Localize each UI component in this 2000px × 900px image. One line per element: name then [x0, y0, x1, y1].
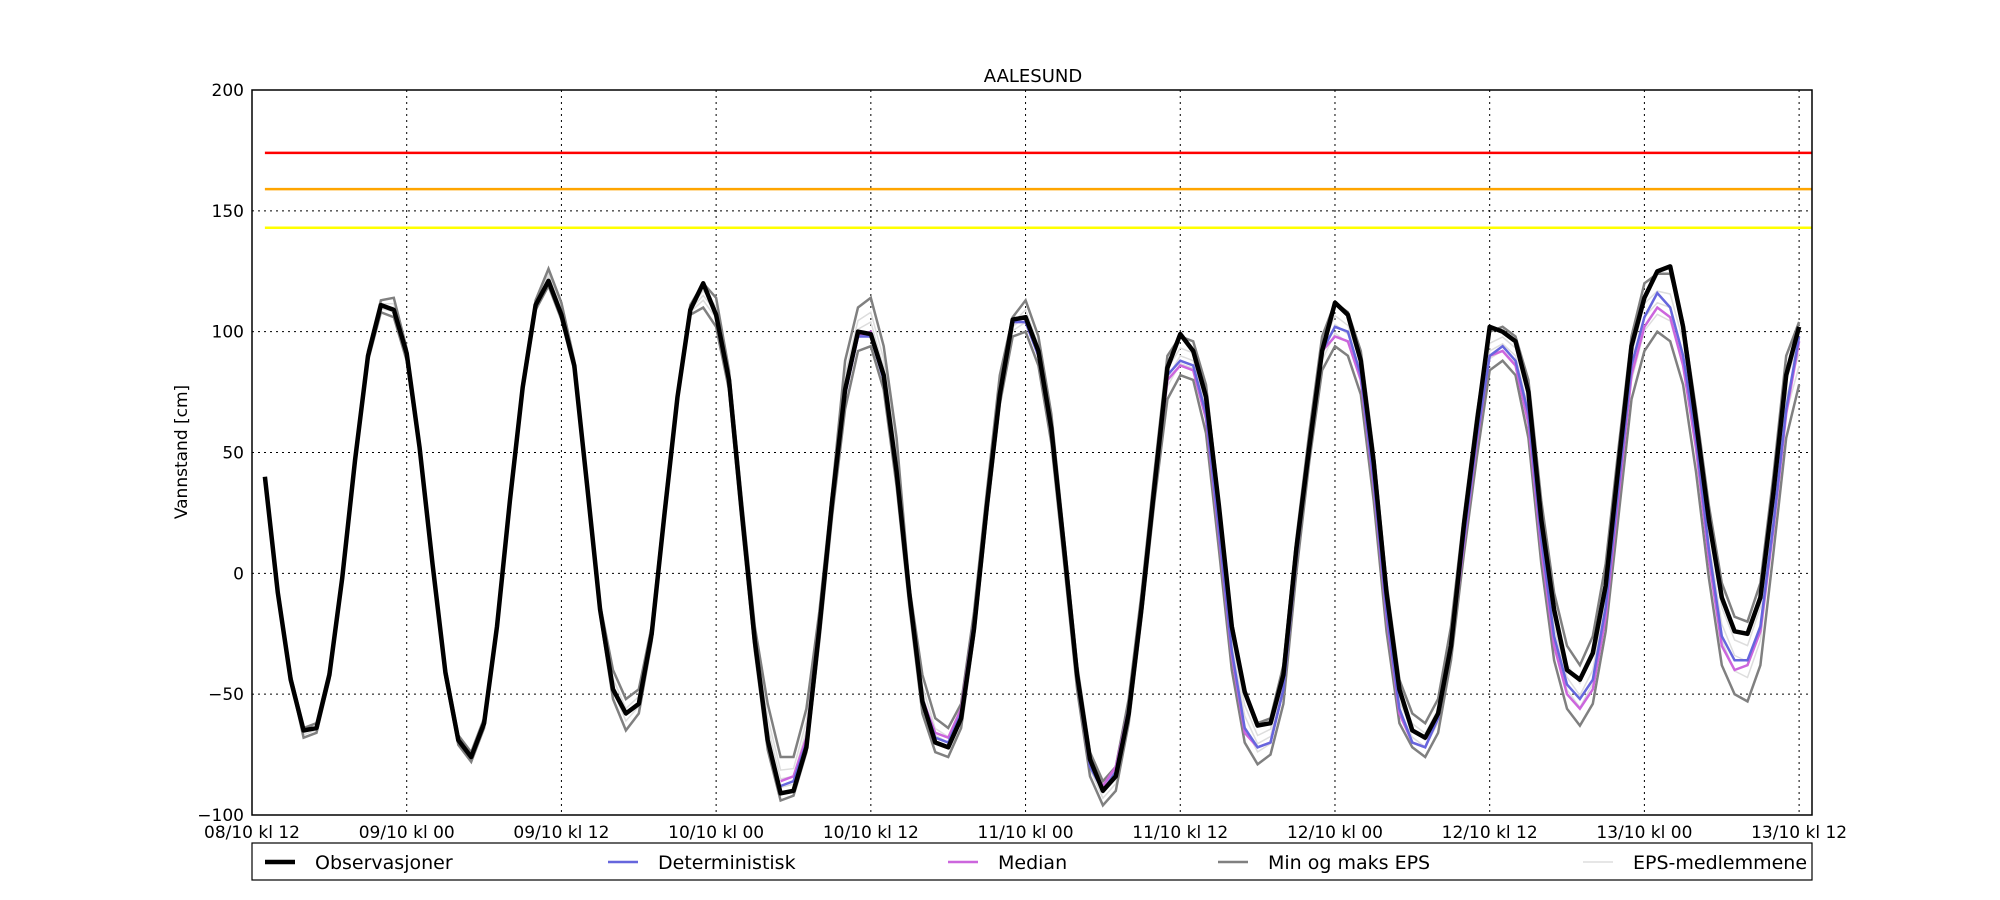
y-ticks: −100 −50 0 50 100 150 200: [197, 81, 244, 826]
series-layer: [262, 264, 1802, 808]
legend-label: Observasjoner: [315, 852, 453, 874]
x-tick-label: 11/10 kl 00: [978, 823, 1074, 843]
y-tick-label: 150: [212, 202, 244, 222]
x-tick-label: 11/10 kl 12: [1132, 823, 1228, 843]
x-tick-label: 12/10 kl 12: [1442, 823, 1538, 843]
x-tick-label: 13/10 kl 12: [1751, 823, 1847, 843]
x-ticks: 08/10 kl 12 09/10 kl 00 09/10 kl 12 10/10 k…: [204, 823, 1847, 843]
y-tick-label: 50: [222, 444, 244, 464]
threshold-lines: [264, 151, 1812, 229]
y-tick-label: −100: [197, 806, 244, 826]
y-tick-label: 0: [233, 564, 244, 584]
x-tick-label: 12/10 kl 00: [1287, 823, 1383, 843]
y-tick-label: 100: [212, 323, 244, 343]
legend-label: EPS-medlemmene: [1633, 852, 1807, 874]
x-tick-label: 09/10 kl 00: [359, 823, 455, 843]
x-tick-label: 09/10 kl 12: [513, 823, 609, 843]
legend-label: Min og maks EPS: [1268, 852, 1430, 874]
x-tick-label: 10/10 kl 00: [668, 823, 764, 843]
observation-line: [262, 264, 1802, 796]
x-tick-label: 08/10 kl 12: [204, 823, 300, 843]
legend-label: Deterministisk: [658, 852, 796, 874]
x-tick-label: 10/10 kl 12: [823, 823, 919, 843]
x-tick-label: 13/10 kl 00: [1596, 823, 1692, 843]
legend-box: [251, 842, 1813, 881]
legend: Observasjoner Deterministisk Median Min og …: [251, 842, 1813, 881]
y-axis-label: Vannstand [cm]: [172, 385, 192, 519]
plot-frame: [251, 89, 1813, 816]
chart-title: AALESUND: [984, 66, 1082, 87]
legend-label: Median: [998, 852, 1067, 874]
y-tick-label: −50: [208, 685, 244, 705]
y-tick-label: 200: [212, 81, 244, 101]
